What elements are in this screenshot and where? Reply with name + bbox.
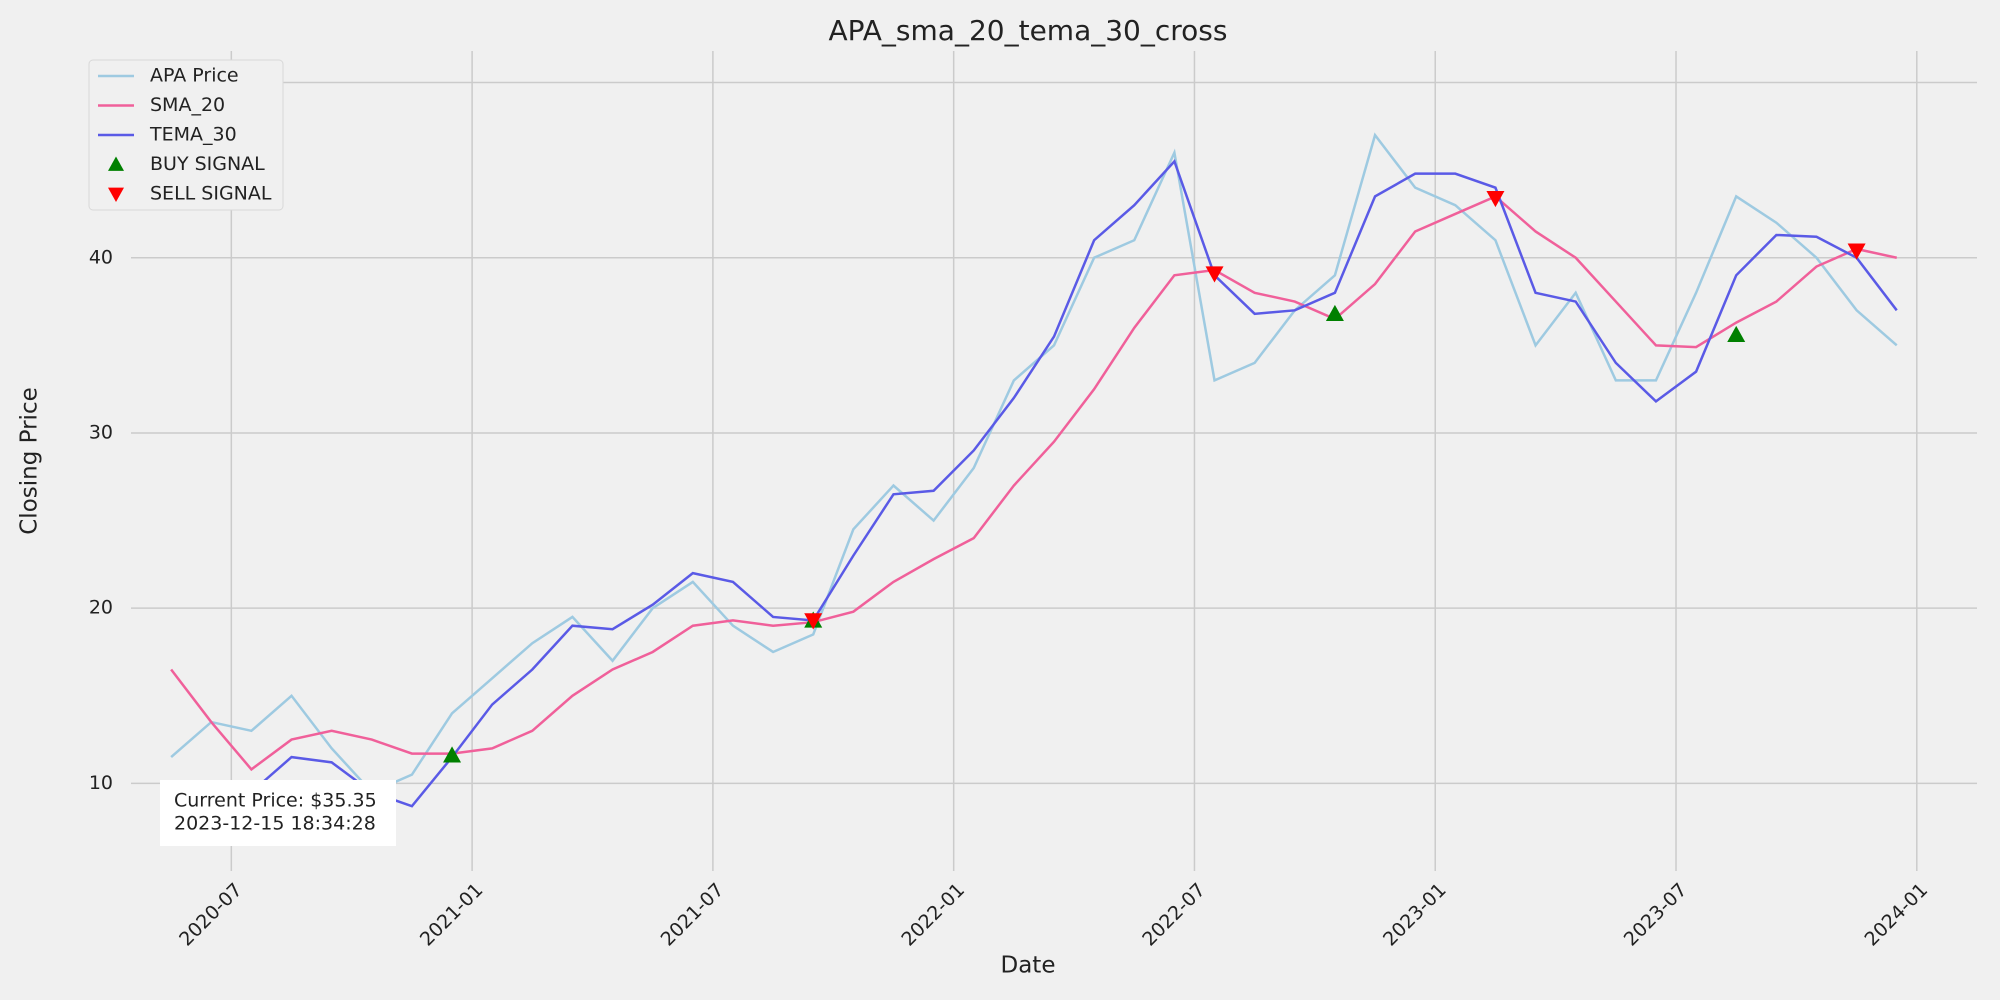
x-tick-label: 2021-07: [657, 879, 729, 951]
legend: APA Price SMA_20 TEMA_30 BUY SIGNAL SELL SIG…: [88, 59, 284, 211]
signal-marker: [1847, 243, 1866, 260]
signal-marker: [1486, 190, 1505, 208]
x-tick-label: 2023-07: [1620, 879, 1692, 951]
y-tick-label: 10: [89, 772, 113, 794]
series-line: [170, 159, 1898, 838]
signal-marker: [1325, 304, 1344, 322]
legend-label: BUY SIGNAL: [150, 153, 265, 175]
y-tick-label: 30: [89, 421, 113, 443]
x-tick-label: 2024-01: [1861, 879, 1933, 951]
signal-marker: [1727, 325, 1746, 343]
series-line: [170, 194, 1898, 772]
signal-marker: [443, 746, 462, 763]
series-line: [170, 132, 1898, 794]
x-axis-label: Date: [1001, 953, 1056, 979]
annotation-text: 2023-12-15 18:34:28: [174, 813, 376, 835]
legend-marker: [108, 156, 124, 171]
y-axis-label: Closing Price: [17, 387, 43, 535]
x-tick-label: 2022-07: [1138, 879, 1210, 951]
annotation-text: Current Price: $35.35: [174, 790, 377, 812]
legend-label: APA Price: [150, 65, 239, 87]
chart-title: APA_sma_20_tema_30_cross: [829, 14, 1228, 47]
x-tick-label: 2021-01: [416, 879, 488, 951]
legend-box: [88, 59, 284, 211]
signal-marker: [1205, 266, 1224, 283]
y-tick-label: 40: [89, 246, 113, 268]
legend-label: TEMA_30: [149, 124, 237, 146]
x-tick-label: 2022-01: [897, 879, 969, 951]
x-tick-label: 2020-07: [175, 879, 247, 951]
signal-marker: [804, 613, 823, 630]
annotation-box: [160, 780, 396, 846]
x-tick-label: 2023-01: [1379, 879, 1451, 951]
legend-label: SELL SIGNAL: [150, 183, 272, 205]
legend-label: SMA_20: [150, 94, 225, 116]
legend-marker: [108, 187, 124, 202]
y-tick-label: 20: [89, 597, 113, 619]
